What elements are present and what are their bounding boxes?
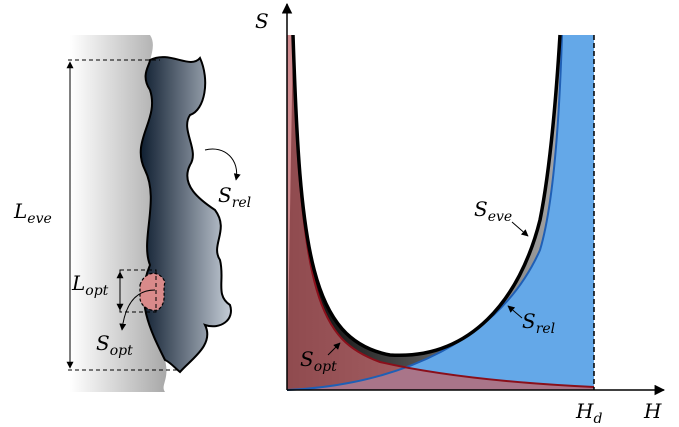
base: S	[218, 183, 232, 207]
base: H	[643, 399, 662, 423]
rel-area	[287, 35, 594, 390]
x-axis-label: H	[643, 399, 662, 423]
s-rel-pointer	[507, 305, 523, 319]
base: H	[575, 399, 594, 423]
sub: opt	[314, 359, 337, 375]
s-rel-label: Srel	[218, 183, 251, 211]
base: S	[96, 331, 110, 355]
right-panel: S H Hd Seve Srel Sopt	[255, 2, 666, 427]
opt-region	[139, 272, 166, 311]
dark-region	[139, 56, 232, 374]
s-rel-label-right: Srel	[522, 309, 555, 337]
s-eve-pointer	[511, 221, 529, 237]
s-rel-arrow	[204, 148, 241, 181]
s-eve-label: Seve	[474, 197, 512, 225]
h-d-label: Hd	[575, 399, 602, 427]
base: L	[71, 271, 85, 295]
eve-curve	[291, 34, 562, 357]
sub: d	[593, 411, 602, 427]
sub: opt	[85, 283, 108, 299]
sub: rel	[536, 321, 555, 337]
base: S	[300, 347, 314, 371]
sub: eve	[27, 211, 51, 227]
sub: eve	[488, 209, 512, 225]
sub: opt	[110, 343, 133, 359]
y-axis-label: S	[255, 9, 269, 33]
s-opt-label-right: Sopt	[300, 347, 337, 375]
s-opt-pointer	[327, 342, 341, 356]
rel-curve	[286, 34, 563, 391]
base: S	[522, 309, 536, 333]
sub: rel	[232, 195, 251, 211]
base: S	[255, 9, 269, 33]
l-opt-label: Lopt	[71, 271, 109, 299]
base: L	[13, 199, 27, 223]
s-opt-label: Sopt	[96, 331, 133, 359]
l-eve-label: Leve	[13, 199, 52, 227]
s-opt-arrow	[119, 289, 156, 331]
left-panel: Leve Lopt Srel Sopt	[13, 35, 251, 392]
base: S	[474, 197, 488, 221]
opt-area	[287, 35, 594, 390]
